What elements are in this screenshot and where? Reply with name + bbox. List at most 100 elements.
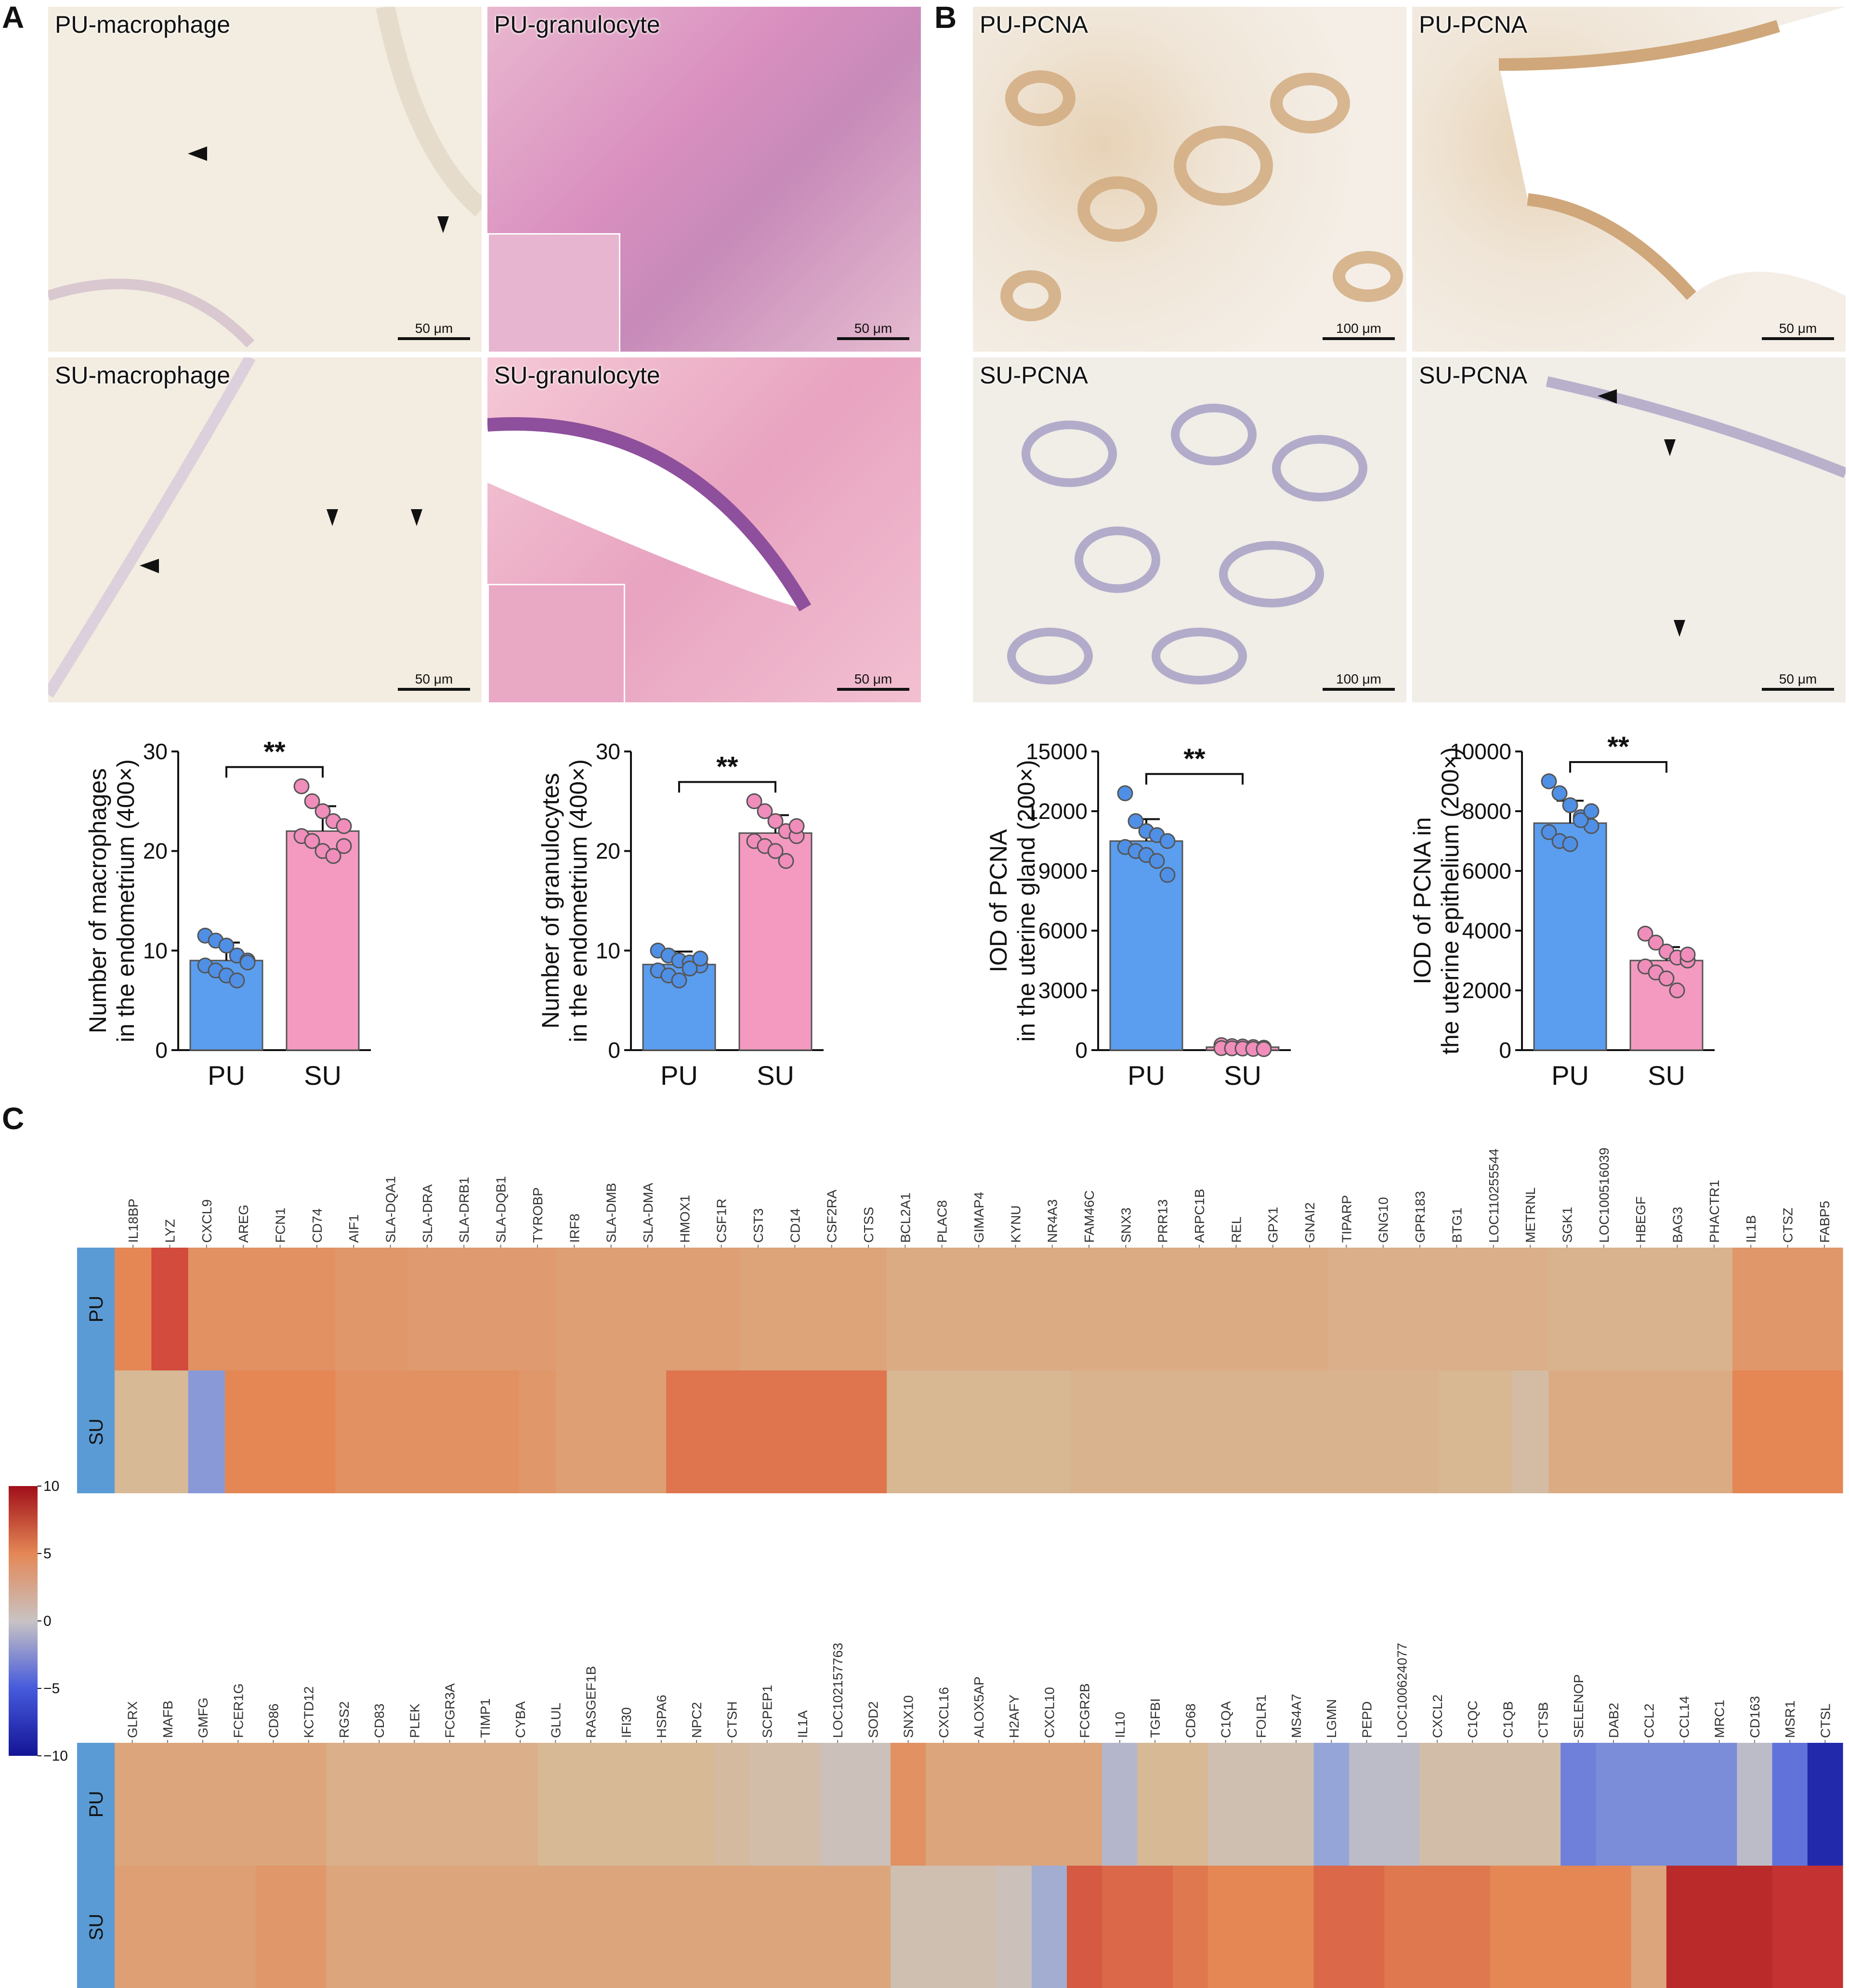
column-label: SELENOP: [1571, 1674, 1586, 1738]
scale-bar: 50 μm: [1762, 671, 1834, 691]
heatmap-cell: [1585, 1248, 1623, 1370]
scale-bar: 100 μm: [1323, 321, 1395, 340]
row-label: SU: [86, 1914, 107, 1941]
row-strip: [77, 1743, 115, 1866]
heatmap-cell: [519, 1248, 556, 1370]
column-label: GMFG: [196, 1698, 210, 1738]
data-point: [692, 950, 708, 967]
micrograph-label: PU-macrophage: [55, 11, 231, 38]
column-label: SOD2: [865, 1701, 880, 1738]
column-label: CTSH: [724, 1701, 739, 1738]
heatmap-cell: [1806, 1248, 1843, 1370]
column-label: IFI30: [619, 1707, 634, 1738]
heatmap-cell: [1034, 1370, 1071, 1493]
heatmap-cell: [1769, 1248, 1807, 1370]
tissue-texture: [48, 357, 422, 698]
heatmap-cell: [396, 1866, 433, 1988]
arrowhead-marker: [327, 509, 338, 526]
heatmap-cell: [1144, 1248, 1181, 1370]
data-point: [1541, 824, 1557, 840]
data-point: [315, 803, 331, 819]
bar-chart-3: 0 3000 6000 9000 12000 15000 IOD of PCNA in the…: [985, 739, 1291, 1091]
heatmap-cell: [446, 1248, 483, 1370]
heatmap-cell: [1772, 1866, 1808, 1988]
heatmap-cell: [361, 1866, 397, 1988]
heatmap-cell: [432, 1866, 468, 1988]
scale-bar: 50 μm: [837, 671, 909, 691]
heatmap-cell: [997, 1248, 1035, 1370]
data-point: [229, 972, 245, 988]
heatmap-cell: [1438, 1248, 1476, 1370]
x-tick-label: SU: [1224, 1060, 1261, 1091]
column-label: IL1A: [795, 1710, 810, 1738]
bar-chart-2: 0 10 20 30 Number of granulocytes in the endo…: [537, 739, 824, 1091]
heatmap-cell: [115, 1248, 152, 1370]
heatmap-cell: [1243, 1866, 1279, 1988]
heatmap-cell: [749, 1866, 785, 1988]
heatmap-cell: [1737, 1866, 1773, 1988]
heatmap-cell: [703, 1370, 740, 1493]
heatmap-cell: [361, 1743, 397, 1866]
heatmap-cell: [855, 1743, 891, 1866]
micrograph-pu-pcna-gland: PU-PCNA 100 μm: [973, 7, 1406, 352]
micrograph-label: PU-granulocyte: [494, 11, 660, 38]
heatmap-cell: [188, 1370, 225, 1493]
data-point: [1128, 813, 1144, 829]
column-label: TYROBP: [530, 1187, 545, 1243]
heatmap-cell: [1384, 1743, 1420, 1866]
row-strip: [77, 1370, 115, 1493]
column-label: FABP5: [1817, 1201, 1832, 1243]
column-label: CXCL9: [199, 1199, 214, 1243]
heatmap-cell: [1278, 1866, 1314, 1988]
heatmap-cell: [679, 1866, 715, 1988]
heatmap-cell: [255, 1743, 291, 1866]
column-label: FCN1: [273, 1208, 288, 1243]
heatmap-cell: [1364, 1248, 1402, 1370]
column-label: LGMN: [1324, 1699, 1339, 1738]
heatmap-cell: [926, 1743, 961, 1866]
y-tick-label: 2000: [1462, 978, 1511, 1003]
heatmap-cell: [1349, 1866, 1385, 1988]
data-point: [336, 818, 352, 834]
scale-bar: 50 μm: [837, 321, 909, 340]
arrowhead-marker: [140, 559, 159, 573]
significance-label: **: [1607, 731, 1629, 763]
heatmap-cell: [408, 1248, 446, 1370]
heatmap-cell: [115, 1743, 150, 1866]
heatmap-cell: [150, 1743, 186, 1866]
heatmap-cell: [855, 1866, 891, 1988]
heatmap-2: GLRX MAFB GMFG FCER1G CD86 KCTD12 RGS2 CD83 PLEK…: [77, 1643, 1843, 1988]
y-tick-label: 0: [155, 1038, 168, 1063]
heatmap-cell: [1031, 1866, 1067, 1988]
heatmap-cell: [220, 1866, 256, 1988]
heatmap-cell: [335, 1370, 372, 1493]
heatmap-cell: [255, 1866, 291, 1988]
column-label: FOLR1: [1254, 1695, 1269, 1738]
heatmap-cell: [1772, 1743, 1808, 1866]
heatmap-cell: [666, 1370, 704, 1493]
column-label: BTG1: [1449, 1208, 1464, 1243]
data-point: [746, 793, 762, 809]
micrograph-pu-granulocyte: PU-granulocyte 50 μm: [487, 7, 921, 352]
data-point: [1562, 797, 1578, 814]
column-label: SLA-DQB1: [494, 1176, 509, 1243]
heatmap-cell: [1631, 1866, 1667, 1988]
heatmap-cell: [1807, 1743, 1843, 1866]
y-tick-label: 9000: [1038, 858, 1088, 883]
heatmap-cell: [679, 1743, 715, 1866]
micrograph-pu-pcna-epithelium: PU-PCNA 50 μm: [1412, 7, 1846, 352]
heatmap-cell: [1067, 1743, 1102, 1866]
y-axis-label: Number of granulocytes: [537, 773, 564, 1029]
column-label: ARPC1B: [1192, 1189, 1207, 1243]
tissue-texture: [1498, 7, 1846, 300]
y-axis-label: in the uterine gland (200×): [1013, 760, 1040, 1041]
heatmap-cell: [592, 1248, 630, 1370]
heatmap-cell: [1455, 1743, 1491, 1866]
heatmap-cell: [1291, 1370, 1328, 1493]
scale-bar: 50 μm: [398, 671, 470, 691]
column-label: KYNU: [1008, 1205, 1023, 1243]
heatmap-cell: [996, 1743, 1032, 1866]
heatmap-cell: [996, 1866, 1032, 1988]
heatmap-cell: [1067, 1866, 1102, 1988]
heatmap-cell: [961, 1743, 997, 1866]
